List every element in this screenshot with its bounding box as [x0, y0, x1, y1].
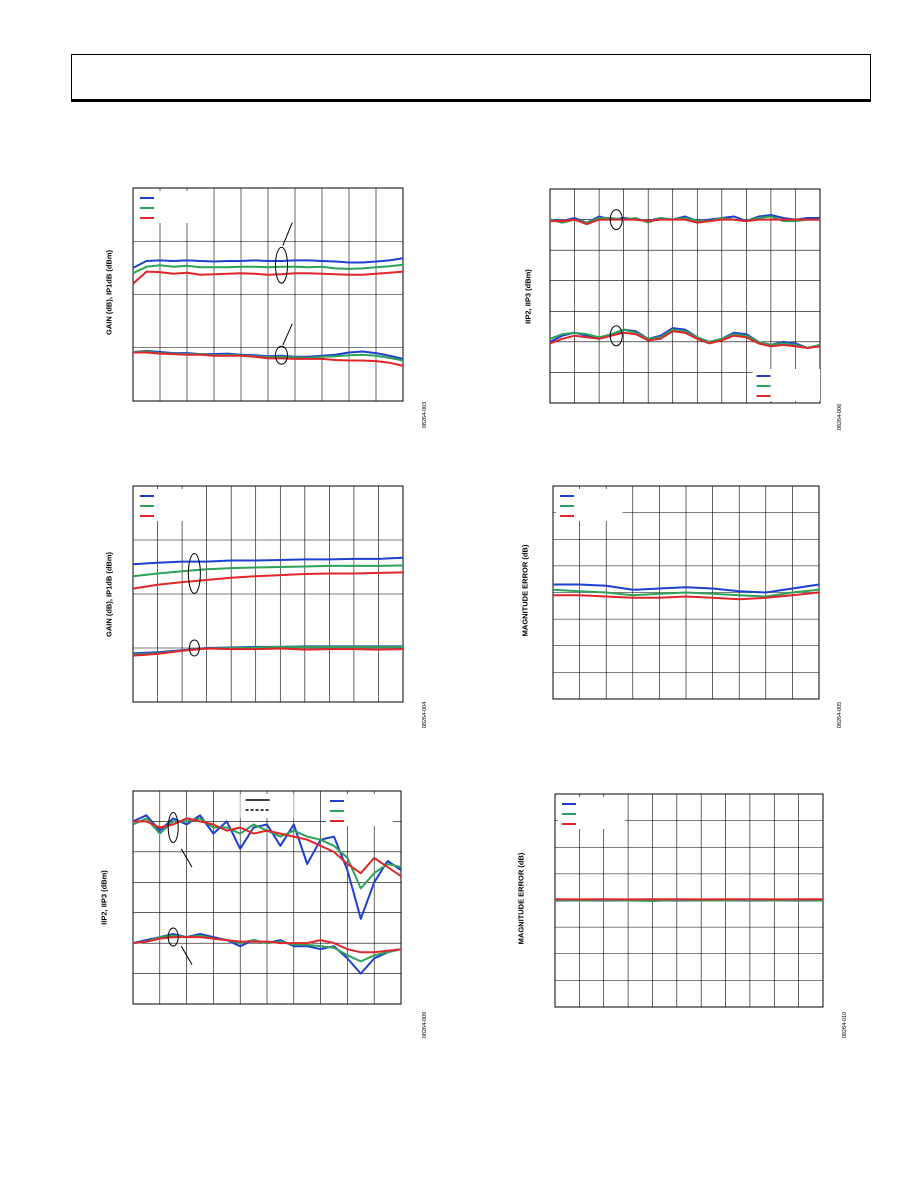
group-ellipse [275, 345, 288, 365]
chart-1-y-axis-label: GAIN (dB), IP1dB (dBm) [104, 250, 114, 335]
group-ellipse [275, 246, 288, 284]
plot-frame [132, 790, 402, 1005]
series-line-green [549, 328, 821, 349]
plot-frame [549, 188, 821, 404]
series-line-green [552, 588, 820, 598]
series-line-red [132, 571, 404, 590]
group-ellipse [188, 639, 200, 657]
chart-gain-ip1db-1 [132, 187, 404, 402]
series-line-red [132, 647, 404, 657]
annotation-arrow [282, 323, 293, 346]
series-line-green [132, 564, 404, 578]
chart-6-figure-id: 08264-010 [842, 1011, 848, 1039]
chart-4-y-axis-label: MAGNITUDE ERROR (dB) [520, 544, 530, 637]
series-line-blue [132, 257, 404, 269]
series-line-blue [132, 556, 404, 566]
chart-3-figure-id: 08264-004 [422, 701, 428, 729]
group-ellipse [609, 325, 623, 347]
chart-6-y-axis-label: MAGNITUDE ERROR (dB) [516, 852, 526, 945]
page-header-box [71, 54, 871, 102]
series-line-red [549, 330, 821, 349]
chart-magnitude-error-1 [552, 485, 820, 700]
group-ellipse [609, 209, 623, 231]
series-line-green [132, 263, 404, 275]
group-ellipse [167, 927, 179, 947]
chart-gain-ip1db-2 [132, 485, 404, 703]
series-line-red [550, 218, 820, 226]
series-line-blue [553, 583, 820, 594]
chart-magnitude-error-2 [554, 793, 824, 1008]
chart-5-y-axis-label: IIP2, IIP3 (dBm) [99, 870, 109, 925]
chart-5-figure-id: 08264-009 [422, 1011, 428, 1039]
chart-iip2-iip3-1 [549, 188, 821, 404]
series-line-red [132, 270, 404, 285]
chart-iip2-iip3-2 [132, 790, 402, 1005]
annotation-arrow [282, 222, 293, 246]
series-line-red [132, 936, 402, 954]
annotation-arrow [180, 848, 193, 868]
legend-box-line-style [240, 794, 294, 818]
group-ellipse [167, 812, 179, 844]
plot-frame [132, 187, 404, 402]
chart-2-y-axis-label: IIP2, IIP3 (dBm) [523, 269, 533, 324]
series-line-red [133, 351, 404, 367]
annotation-arrow [180, 945, 193, 965]
chart-4-figure-id: 08264-005 [837, 701, 843, 729]
chart-3-y-axis-label: GAIN (dB), IP1dB (dBm) [104, 552, 114, 637]
chart-2-figure-id: 08264-006 [837, 403, 843, 431]
group-ellipse [187, 552, 201, 594]
series-line-green [132, 934, 402, 963]
series-line-green [549, 215, 820, 224]
plot-frame [132, 485, 404, 703]
series-line-red [553, 591, 820, 601]
chart-1-figure-id: 08264-003 [422, 401, 428, 429]
